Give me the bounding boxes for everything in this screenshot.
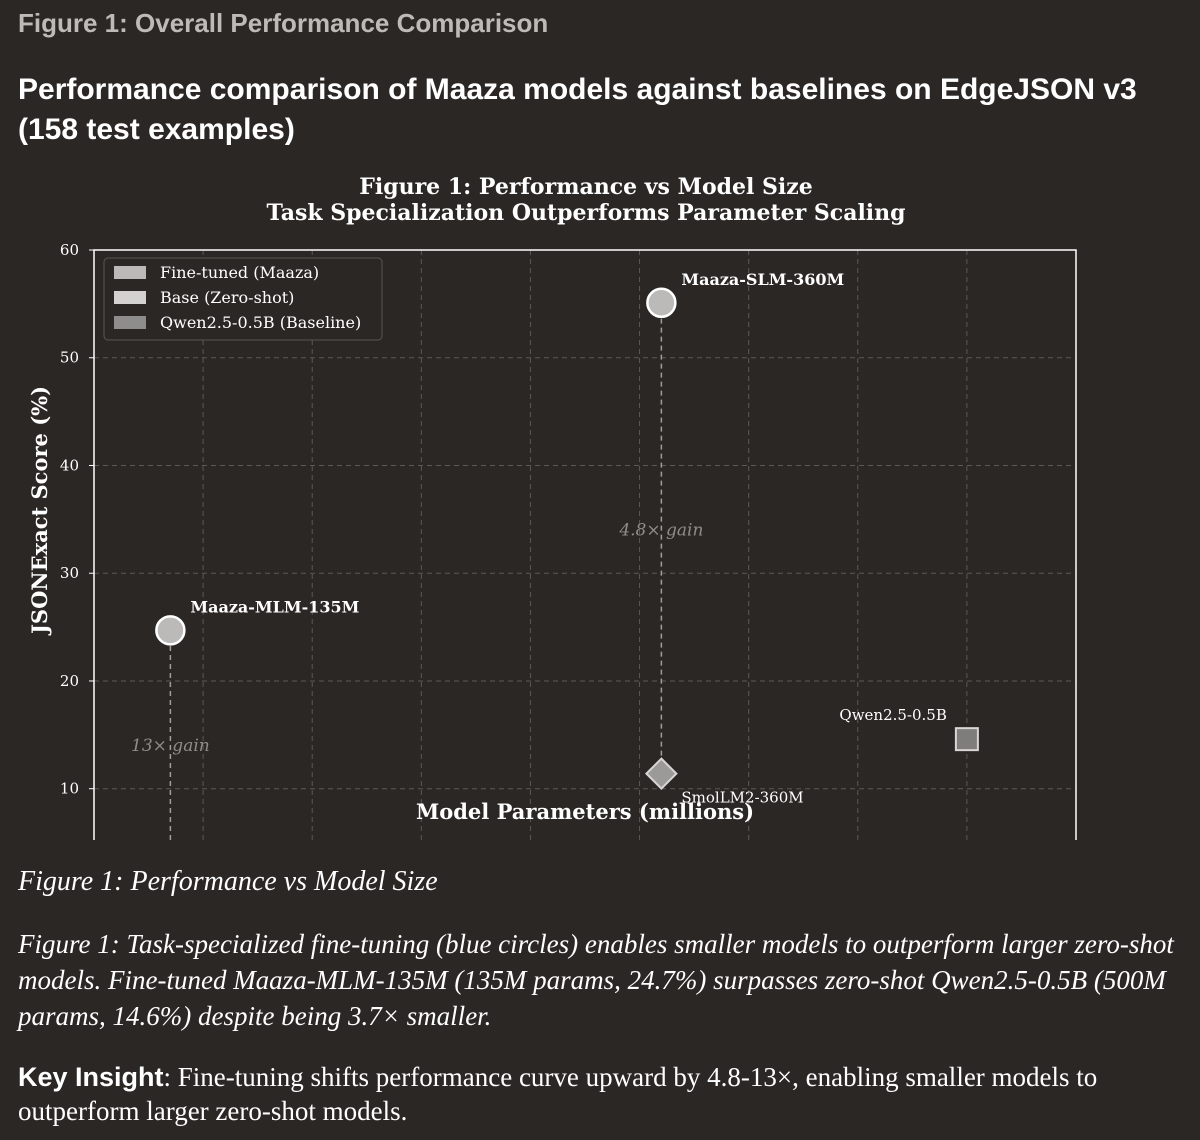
figure-caption: Figure 1: Task-specialized fine-tuning (…	[18, 929, 1174, 1031]
point-label: Qwen2.5-0.5B	[839, 706, 946, 724]
point-label: Maaza-MLM-135M	[190, 597, 359, 616]
y-tick-label: 40	[60, 456, 79, 474]
x-axis-label: Model Parameters (millions)	[416, 799, 754, 824]
gain-label: 13× gain	[131, 736, 210, 756]
data-markers: Maaza-MLM-135MMaaza-SLM-360MSmolLM2-135M…	[155, 270, 979, 807]
y-axis-label: JSONExact Score (%)	[27, 386, 52, 636]
legend-box	[103, 257, 383, 341]
axes: 1001502002503003504004505005500102030405…	[60, 241, 94, 798]
point-marker-square	[954, 727, 979, 752]
legend-label-base: Base (Zero-shot)	[160, 288, 294, 307]
legend-label-baseline: Qwen2.5-0.5B (Baseline)	[160, 313, 361, 332]
gain-annotations: 13× gain 4.8× gain	[131, 302, 703, 840]
y-tick-label: 10	[60, 780, 79, 798]
plot-frame	[93, 249, 1077, 840]
chart-subtitle: Task Specialization Outperforms Paramete…	[266, 200, 905, 226]
key-insight-label: Key Insight	[18, 1062, 164, 1092]
legend-label-fine-tuned: Fine-tuned (Maaza)	[160, 263, 319, 282]
point-marker-circle	[646, 287, 677, 319]
legend-swatch-base	[114, 291, 146, 304]
legend-swatch-baseline	[114, 316, 146, 329]
y-tick-label: 20	[60, 672, 79, 690]
page-title: Performance comparison of Maaza models a…	[18, 73, 1137, 146]
key-insight-text: : Fine-tuning shifts performance curve u…	[18, 1062, 1098, 1126]
legend: Fine-tuned (Maaza) Base (Zero-shot) Qwen…	[103, 257, 383, 341]
y-tick-label: 30	[60, 564, 79, 582]
chart-title: Figure 1: Performance vs Model Size	[359, 174, 813, 200]
figure-caption-short: Figure 1: Performance vs Model Size	[18, 866, 438, 897]
section-heading: Figure 1: Overall Performance Comparison	[18, 8, 549, 38]
key-insight: Key Insight: Fine-tuning shifts performa…	[18, 1060, 1188, 1128]
gain-label: 4.8× gain	[618, 521, 703, 541]
legend-swatch-fine-tuned	[114, 266, 146, 279]
point-label: SmolLM2-360M	[681, 789, 803, 807]
y-tick-label: 50	[60, 349, 79, 367]
point-label: Maaza-SLM-360M	[681, 270, 844, 289]
point-marker-diamond	[644, 757, 678, 791]
y-tick-label: 60	[60, 241, 79, 259]
scatter-chart: Figure 1: Performance vs Model Size Task…	[27, 174, 1077, 840]
point-marker-circle	[155, 615, 186, 646]
